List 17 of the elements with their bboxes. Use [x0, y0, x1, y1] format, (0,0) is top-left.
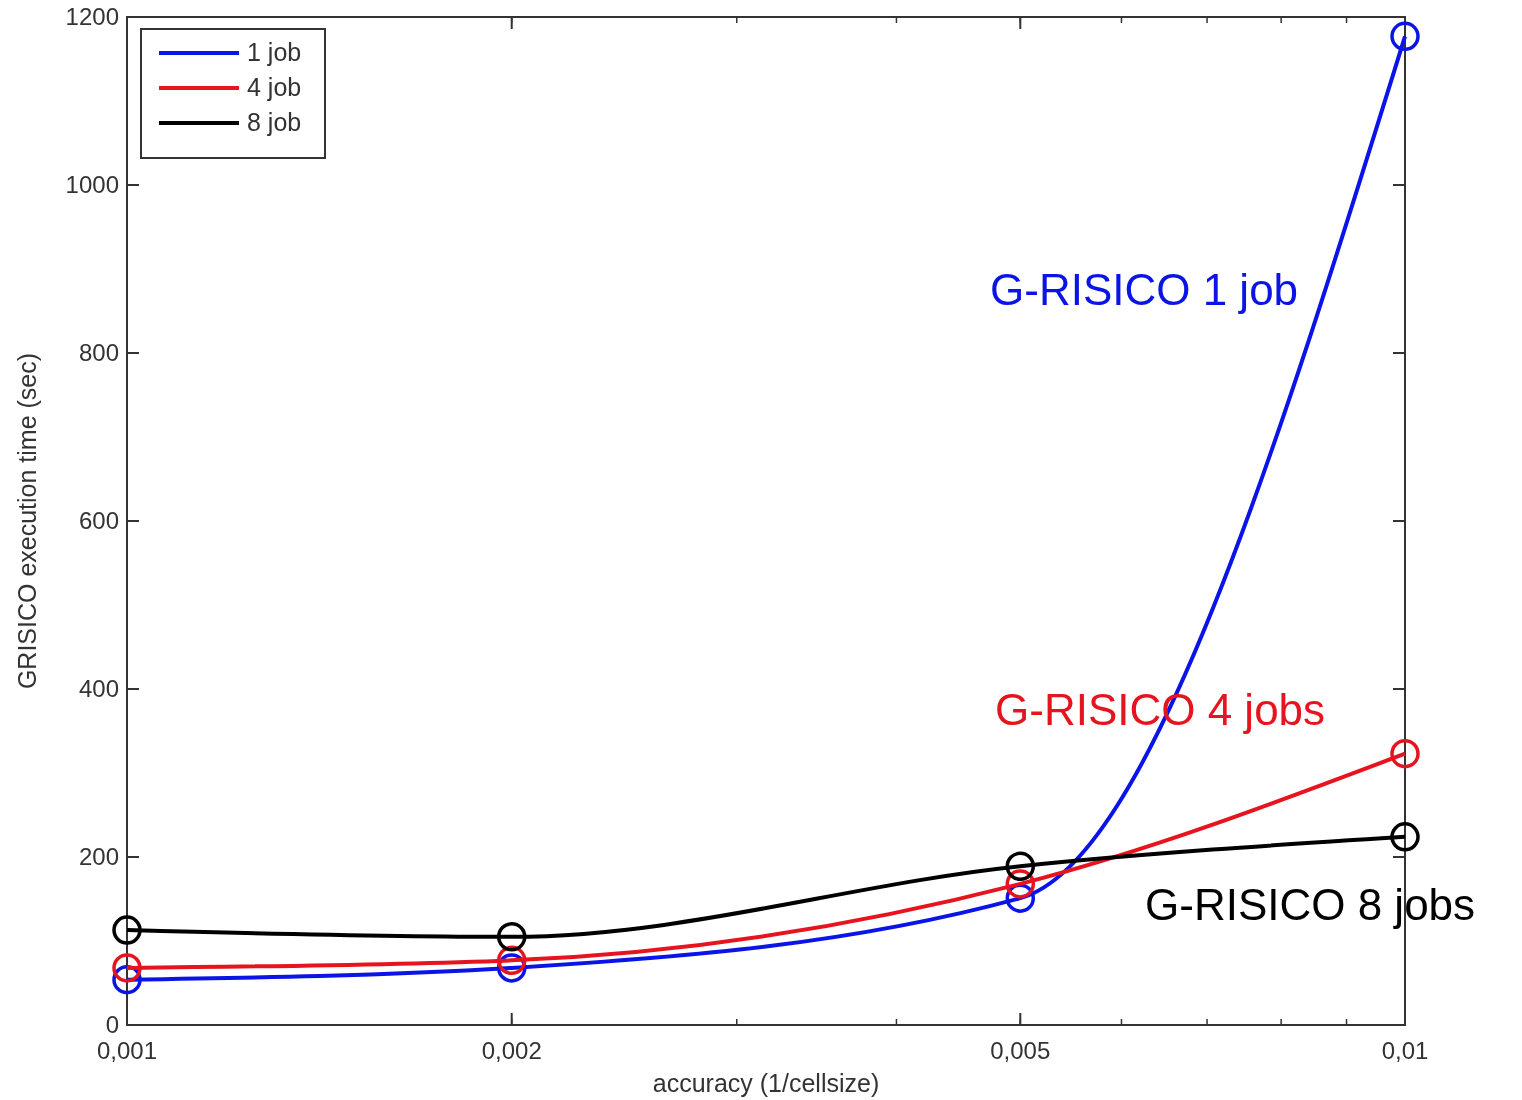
x-tick-label: 0,002	[481, 1037, 542, 1064]
y-tick-label: 800	[78, 339, 119, 366]
x-tick-label: 0,005	[990, 1037, 1051, 1064]
legend-label: 1 job	[247, 38, 302, 66]
annotation: G-RISICO 1 job	[990, 265, 1299, 314]
y-tick-label: 1000	[65, 171, 119, 198]
legend-label: 4 job	[247, 73, 302, 101]
x-tick-label: 0,001	[96, 1037, 158, 1064]
y-tick-label: 1200	[65, 3, 119, 30]
y-tick-label: 400	[78, 675, 119, 702]
y-axis-title: GRISICO execution time (sec)	[13, 352, 41, 690]
y-tick-label: 0	[105, 1011, 119, 1038]
y-tick-label: 600	[78, 507, 119, 534]
y-tick-label: 200	[78, 843, 119, 870]
x-tick-label: 0,01	[1381, 1037, 1429, 1064]
legend-label: 8 job	[247, 108, 302, 136]
x-axis-title: accuracy (1/cellsize)	[652, 1069, 880, 1097]
